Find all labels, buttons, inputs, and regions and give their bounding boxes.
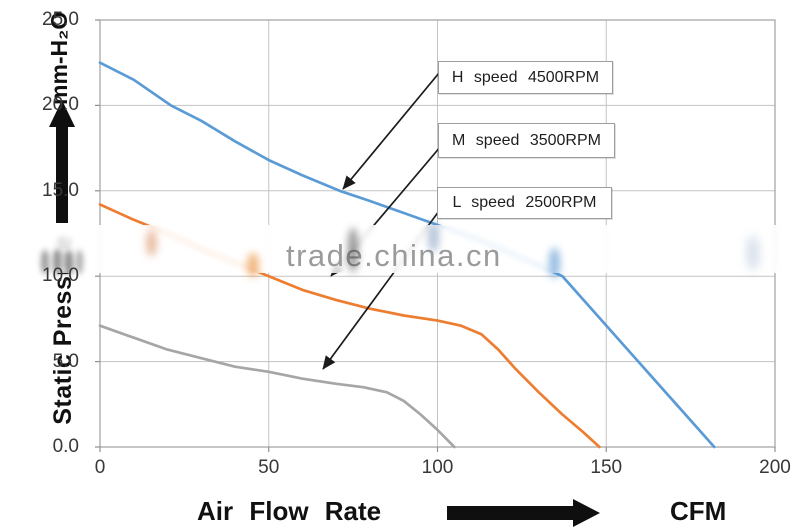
blur-smudge <box>348 228 358 272</box>
x-tick-label: 150 <box>590 457 623 478</box>
x-tick-label: 0 <box>94 457 106 478</box>
x-axis-direction-arrow-icon <box>447 506 574 520</box>
y-tick-label: 15.0 <box>42 179 79 201</box>
blur-smudge <box>747 236 759 270</box>
legend-label-h-speed: H speed 4500RPM <box>451 68 600 86</box>
x-axis-unit-label: CFM <box>670 496 727 526</box>
blur-smudge <box>65 250 73 275</box>
blur-smudge <box>146 230 157 256</box>
legend-box-m-speed: M speed 3500RPM <box>438 123 615 158</box>
curve-0 <box>98 61 716 449</box>
legend-box-h-speed: H speed 4500RPM <box>438 61 613 94</box>
y-tick-label: 25.0 <box>42 9 79 30</box>
x-axis-direction-arrowhead-icon <box>573 499 600 527</box>
blur-smudge <box>549 248 560 278</box>
y-tick-label: 20.0 <box>42 94 79 116</box>
x-tick-label: 100 <box>421 457 454 478</box>
y-tick-label: 5.0 <box>52 350 79 372</box>
legend-box-l-speed: L speed 2500RPM <box>437 187 612 219</box>
blur-smudge <box>53 249 61 275</box>
blur-smudge <box>247 253 259 277</box>
blur-smudge <box>428 222 439 252</box>
y-tick-label: 0.0 <box>52 436 79 457</box>
y-axis-direction-arrow-icon <box>56 126 68 223</box>
x-axis-title: Air Flow Rate <box>197 496 382 526</box>
blur-smudge <box>76 250 83 274</box>
y-tick-label: 10.0 <box>42 265 79 287</box>
x-tick-label: 50 <box>258 457 280 478</box>
curve-2 <box>98 324 456 449</box>
x-tick-label: 200 <box>759 457 791 478</box>
watermark-text: trade.china.cn <box>286 238 502 273</box>
y-axis-direction-arrowhead-icon <box>49 100 75 127</box>
legend-label-l-speed: L speed 2500RPM <box>452 194 597 211</box>
legend-label-m-speed: M speed 3500RPM <box>452 131 601 149</box>
blur-smudge <box>41 250 49 274</box>
watermark-blur-band <box>0 225 800 273</box>
